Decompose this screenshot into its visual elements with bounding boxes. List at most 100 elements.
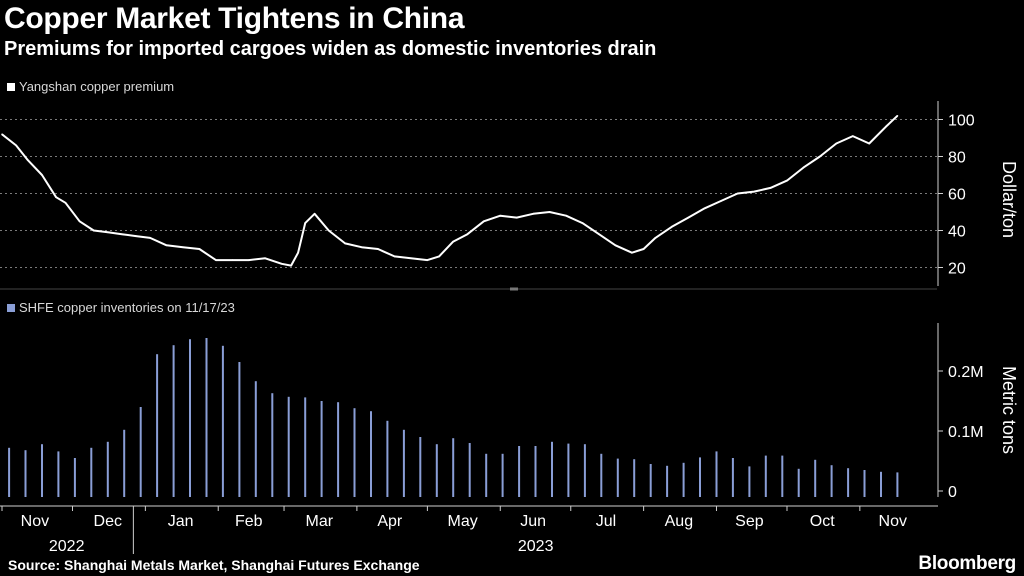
- inventory-bar: [435, 444, 438, 497]
- inventory-bar: [337, 402, 340, 497]
- premium-data-point: [499, 214, 502, 217]
- inventory-bar: [320, 401, 323, 497]
- premium-data-point: [736, 192, 739, 195]
- premium-data-point: [78, 220, 81, 223]
- premium-data-point: [106, 231, 109, 234]
- inventory-bar: [830, 465, 833, 497]
- inventory-bar: [551, 441, 553, 497]
- inventory-bar: [501, 453, 504, 497]
- premium-data-point: [753, 190, 755, 193]
- inventory-bar: [633, 459, 636, 497]
- premium-data-point: [92, 229, 95, 232]
- inventory-bar: [797, 468, 800, 497]
- inventory-bar: [534, 446, 537, 497]
- legend-swatch-premium: [7, 83, 15, 91]
- chart-title: Copper Market Tightens in China: [4, 2, 465, 35]
- inventory-bar: [863, 470, 866, 497]
- premium-data-point: [703, 207, 706, 210]
- x-month-label: Apr: [377, 513, 403, 530]
- inventory-y-axis: 0 0.1M 0.2M Metric tons: [937, 323, 1019, 501]
- premium-data-point: [149, 237, 151, 239]
- premium-data-point: [769, 187, 772, 189]
- x-month-label: Nov: [21, 513, 49, 530]
- premium-data-point: [165, 244, 168, 247]
- legend-label-premium: Yangshan copper premium: [19, 79, 175, 94]
- legend-inventory: SHFE copper inventories on 11/17/23: [7, 300, 235, 315]
- premium-tick-label: 40: [948, 224, 966, 241]
- x-month-label: Nov: [879, 513, 907, 530]
- premium-data-point: [198, 248, 201, 250]
- premium-data-point: [671, 226, 673, 228]
- x-month-label: Jun: [520, 513, 546, 530]
- premium-tick-label: 80: [948, 150, 966, 167]
- premium-data-point: [182, 246, 184, 248]
- inventory-bar: [386, 420, 389, 497]
- inventory-bar: [123, 429, 126, 497]
- inventory-bar: [485, 453, 488, 497]
- premium-data-point: [466, 233, 469, 235]
- premium-tick-label: 20: [948, 261, 966, 278]
- premium-data-point: [15, 144, 17, 147]
- inventory-bar: [8, 447, 11, 497]
- premium-data-point: [121, 233, 123, 235]
- bloomberg-logo: Bloomberg: [918, 553, 1016, 574]
- premium-data-point: [55, 196, 57, 198]
- inventory-bar: [304, 397, 307, 497]
- premium-data-point: [835, 142, 838, 145]
- premium-data-point: [819, 155, 821, 158]
- premium-data-point: [41, 174, 43, 176]
- premium-data-point: [393, 255, 396, 258]
- premium-data-point: [786, 179, 788, 182]
- x-month-label: Jan: [168, 513, 194, 530]
- premium-data-point: [720, 200, 722, 202]
- x-month-label: Feb: [235, 513, 263, 530]
- inventory-bar: [238, 362, 241, 497]
- inventory-bar: [90, 447, 93, 497]
- premium-tick-label: 60: [948, 187, 966, 204]
- x-year-label: 2023: [518, 538, 554, 555]
- inventory-bar: [205, 338, 208, 497]
- premium-data-point: [344, 242, 346, 245]
- premium-gridlines: [0, 119, 938, 268]
- premium-data-point: [280, 263, 283, 265]
- inventory-bar: [287, 396, 290, 497]
- premium-data-point: [64, 201, 67, 204]
- inventory-bar: [518, 446, 521, 497]
- x-month-label: May: [448, 513, 478, 530]
- inventory-bar: [666, 465, 669, 497]
- inventory-bar: [468, 443, 471, 497]
- inventory-bar: [699, 457, 701, 497]
- inventory-bar: [254, 381, 257, 497]
- premium-data-point: [304, 222, 306, 224]
- premium-data-point: [290, 264, 292, 267]
- inventory-bar: [600, 453, 603, 497]
- premium-data-point: [631, 251, 633, 254]
- inventory-bar: [189, 339, 191, 497]
- premium-data-point: [135, 235, 137, 237]
- chart-subtitle: Premiums for imported cargoes widen as d…: [4, 38, 657, 60]
- inventory-bar: [370, 411, 372, 497]
- premium-data-point: [642, 248, 645, 250]
- inventory-bar: [682, 462, 685, 497]
- inventory-bar: [896, 472, 899, 497]
- premium-y-axis: 20 40 60 80 100 Dollar/ton: [937, 101, 1019, 286]
- premium-data-point: [483, 220, 485, 223]
- premium-data-point: [581, 222, 584, 224]
- premium-data-point: [297, 251, 299, 254]
- inventory-bar: [353, 408, 356, 497]
- inventory-tick-label: 0.2M: [948, 364, 984, 381]
- premium-data-point: [598, 233, 600, 235]
- inventory-bar: [106, 441, 109, 497]
- premium-data-point: [452, 240, 455, 243]
- premium-data-point: [654, 237, 657, 239]
- inventory-bar: [880, 471, 882, 497]
- premium-data-point: [247, 259, 250, 261]
- inventory-bar: [731, 458, 734, 497]
- premium-data-point: [426, 259, 429, 261]
- inventory-bar: [419, 437, 422, 497]
- inventory-y-axis-label: Metric tons: [999, 366, 1019, 454]
- premium-data-point: [614, 244, 617, 247]
- premium-data-point: [438, 255, 440, 258]
- inventory-bar: [616, 458, 619, 497]
